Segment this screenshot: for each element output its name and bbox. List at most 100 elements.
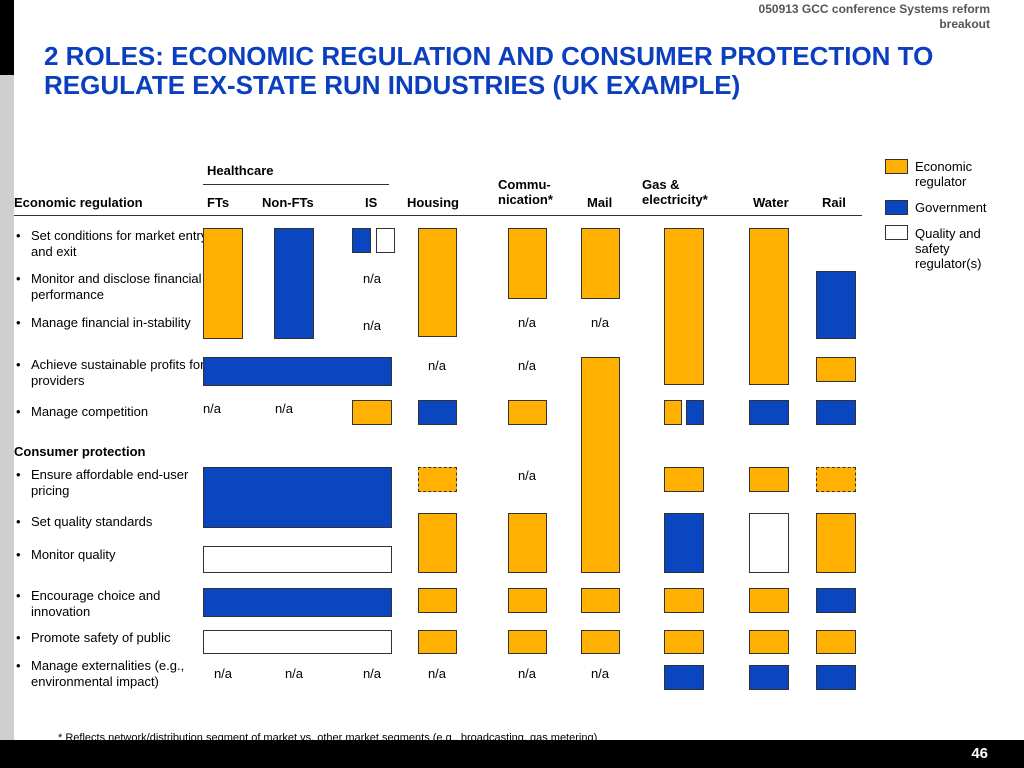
cell-is-competition bbox=[352, 400, 392, 425]
na-fts-externalities: n/a bbox=[213, 666, 233, 681]
header-divider bbox=[14, 215, 862, 216]
na-is-instability: n/a bbox=[362, 318, 382, 333]
na-nonfts-competition: n/a bbox=[274, 401, 294, 416]
legend-swatch-quality bbox=[885, 225, 908, 240]
legend-swatch-government bbox=[885, 200, 908, 215]
cell-rail-competition bbox=[816, 400, 856, 425]
row-label-monitor-quality: Monitor quality bbox=[16, 547, 211, 563]
legend-label-economic: Economic regulator bbox=[915, 159, 973, 189]
row-label-sustainable-profits: Achieve sustainable profits for provider… bbox=[16, 357, 211, 389]
column-header-rail: Rail bbox=[822, 195, 846, 210]
footer-bar bbox=[0, 740, 1024, 768]
cell-gas-externalities bbox=[664, 665, 704, 690]
cell-mail-safety bbox=[581, 630, 620, 654]
cell-healthcare-choice bbox=[203, 588, 392, 617]
cell-gas-competition-economic bbox=[664, 400, 682, 425]
cell-fts-economic bbox=[203, 228, 243, 339]
cell-comms-safety bbox=[508, 630, 547, 654]
na-mail-instability: n/a bbox=[590, 315, 610, 330]
cell-water-pricing bbox=[749, 467, 789, 492]
cell-water-externalities bbox=[749, 665, 789, 690]
section-economic-regulation: Economic regulation bbox=[14, 195, 143, 210]
na-comms-profits: n/a bbox=[517, 358, 537, 373]
column-header-mail: Mail bbox=[587, 195, 613, 210]
slide-title: 2 ROLES: ECONOMIC REGULATION AND CONSUME… bbox=[44, 41, 934, 100]
left-accent-bar bbox=[0, 0, 14, 768]
column-header-is: IS bbox=[365, 195, 378, 210]
legend-label-government: Government bbox=[915, 200, 987, 215]
cell-housing-pricing bbox=[418, 467, 457, 492]
na-is-externalities: n/a bbox=[362, 666, 382, 681]
row-label-safety-public: Promote safety of public bbox=[16, 630, 211, 646]
cell-comms-choice bbox=[508, 588, 547, 613]
left-accent-bar-top bbox=[0, 0, 14, 75]
cell-water-quality bbox=[749, 513, 789, 573]
na-mail-externalities: n/a bbox=[590, 666, 610, 681]
na-housing-externalities: n/a bbox=[427, 666, 447, 681]
cell-mail-consumer bbox=[581, 357, 620, 573]
healthcare-underline bbox=[203, 184, 389, 185]
cell-rail-externalities bbox=[816, 665, 856, 690]
cell-gas-choice bbox=[664, 588, 704, 613]
row-label-affordable-pricing: Ensure affordable end-user pricing bbox=[16, 467, 211, 499]
na-fts-competition: n/a bbox=[202, 401, 222, 416]
cell-rail-pricing bbox=[816, 467, 856, 492]
cell-gas-quality bbox=[664, 513, 704, 573]
cell-rail-profits bbox=[816, 357, 856, 382]
cell-healthcare-pricing-quality bbox=[203, 467, 392, 528]
cell-housing-safety bbox=[418, 630, 457, 654]
cell-comms-quality bbox=[508, 513, 547, 573]
cell-water-choice bbox=[749, 588, 789, 613]
column-header-housing: Housing bbox=[407, 195, 459, 210]
cell-nonfts-economic bbox=[274, 228, 314, 339]
cell-rail-financial bbox=[816, 271, 856, 339]
cell-housing-economic bbox=[418, 228, 457, 337]
cell-is-entry-quality bbox=[376, 228, 395, 253]
cell-is-entry-government bbox=[352, 228, 371, 253]
cell-water-competition bbox=[749, 400, 789, 425]
cell-water-economic bbox=[749, 228, 789, 385]
row-label-externalities: Manage externalities (e.g., environmenta… bbox=[16, 658, 211, 690]
row-label-financial-performance: Monitor and disclose financial performan… bbox=[16, 271, 211, 303]
row-label-choice-innovation: Encourage choice and innovation bbox=[16, 588, 211, 620]
column-header-fts: FTs bbox=[207, 195, 230, 210]
legend-label-quality: Quality and safety regulator(s) bbox=[915, 226, 982, 271]
na-comms-externalities: n/a bbox=[517, 666, 537, 681]
cell-healthcare-safety bbox=[203, 630, 392, 654]
cell-rail-safety bbox=[816, 630, 856, 654]
cell-gas-safety bbox=[664, 630, 704, 654]
cell-gas-economic bbox=[664, 228, 704, 385]
na-housing-profits: n/a bbox=[427, 358, 447, 373]
legend-swatch-economic bbox=[885, 159, 908, 174]
column-group-healthcare: Healthcare bbox=[207, 163, 274, 178]
na-comms-pricing: n/a bbox=[517, 468, 537, 483]
cell-mail-economic bbox=[581, 228, 620, 299]
cell-healthcare-monitor-quality bbox=[203, 546, 392, 573]
na-comms-instability: n/a bbox=[517, 315, 537, 330]
cell-housing-competition bbox=[418, 400, 457, 425]
column-header-water: Water bbox=[753, 195, 789, 210]
cell-rail-quality bbox=[816, 513, 856, 573]
cell-housing-quality bbox=[418, 513, 457, 573]
row-label-quality-standards: Set quality standards bbox=[16, 514, 211, 530]
column-header-non-fts: Non-FTs bbox=[262, 195, 314, 210]
cell-comms-competition bbox=[508, 400, 547, 425]
cell-gas-pricing bbox=[664, 467, 704, 492]
section-consumer-protection: Consumer protection bbox=[14, 444, 146, 459]
cell-comms-economic bbox=[508, 228, 547, 299]
row-label-competition: Manage competition bbox=[16, 404, 211, 420]
cell-rail-choice bbox=[816, 588, 856, 613]
na-nonfts-externalities: n/a bbox=[284, 666, 304, 681]
row-label-financial-instability: Manage financial in-stability bbox=[16, 315, 211, 331]
row-label-entry-exit: Set conditions for market entry and exit bbox=[16, 228, 211, 260]
conference-label: 050913 GCC conference Systems reform bre… bbox=[758, 2, 990, 31]
cell-healthcare-profits bbox=[203, 357, 392, 386]
na-is-performance: n/a bbox=[362, 271, 382, 286]
cell-gas-competition-government bbox=[686, 400, 704, 425]
column-header-communication: Commu-nication* bbox=[498, 177, 553, 207]
cell-water-safety bbox=[749, 630, 789, 654]
cell-housing-choice bbox=[418, 588, 457, 613]
column-header-gas-electricity: Gas & electricity* bbox=[642, 177, 708, 207]
cell-mail-choice bbox=[581, 588, 620, 613]
page-number: 46 bbox=[971, 745, 988, 762]
